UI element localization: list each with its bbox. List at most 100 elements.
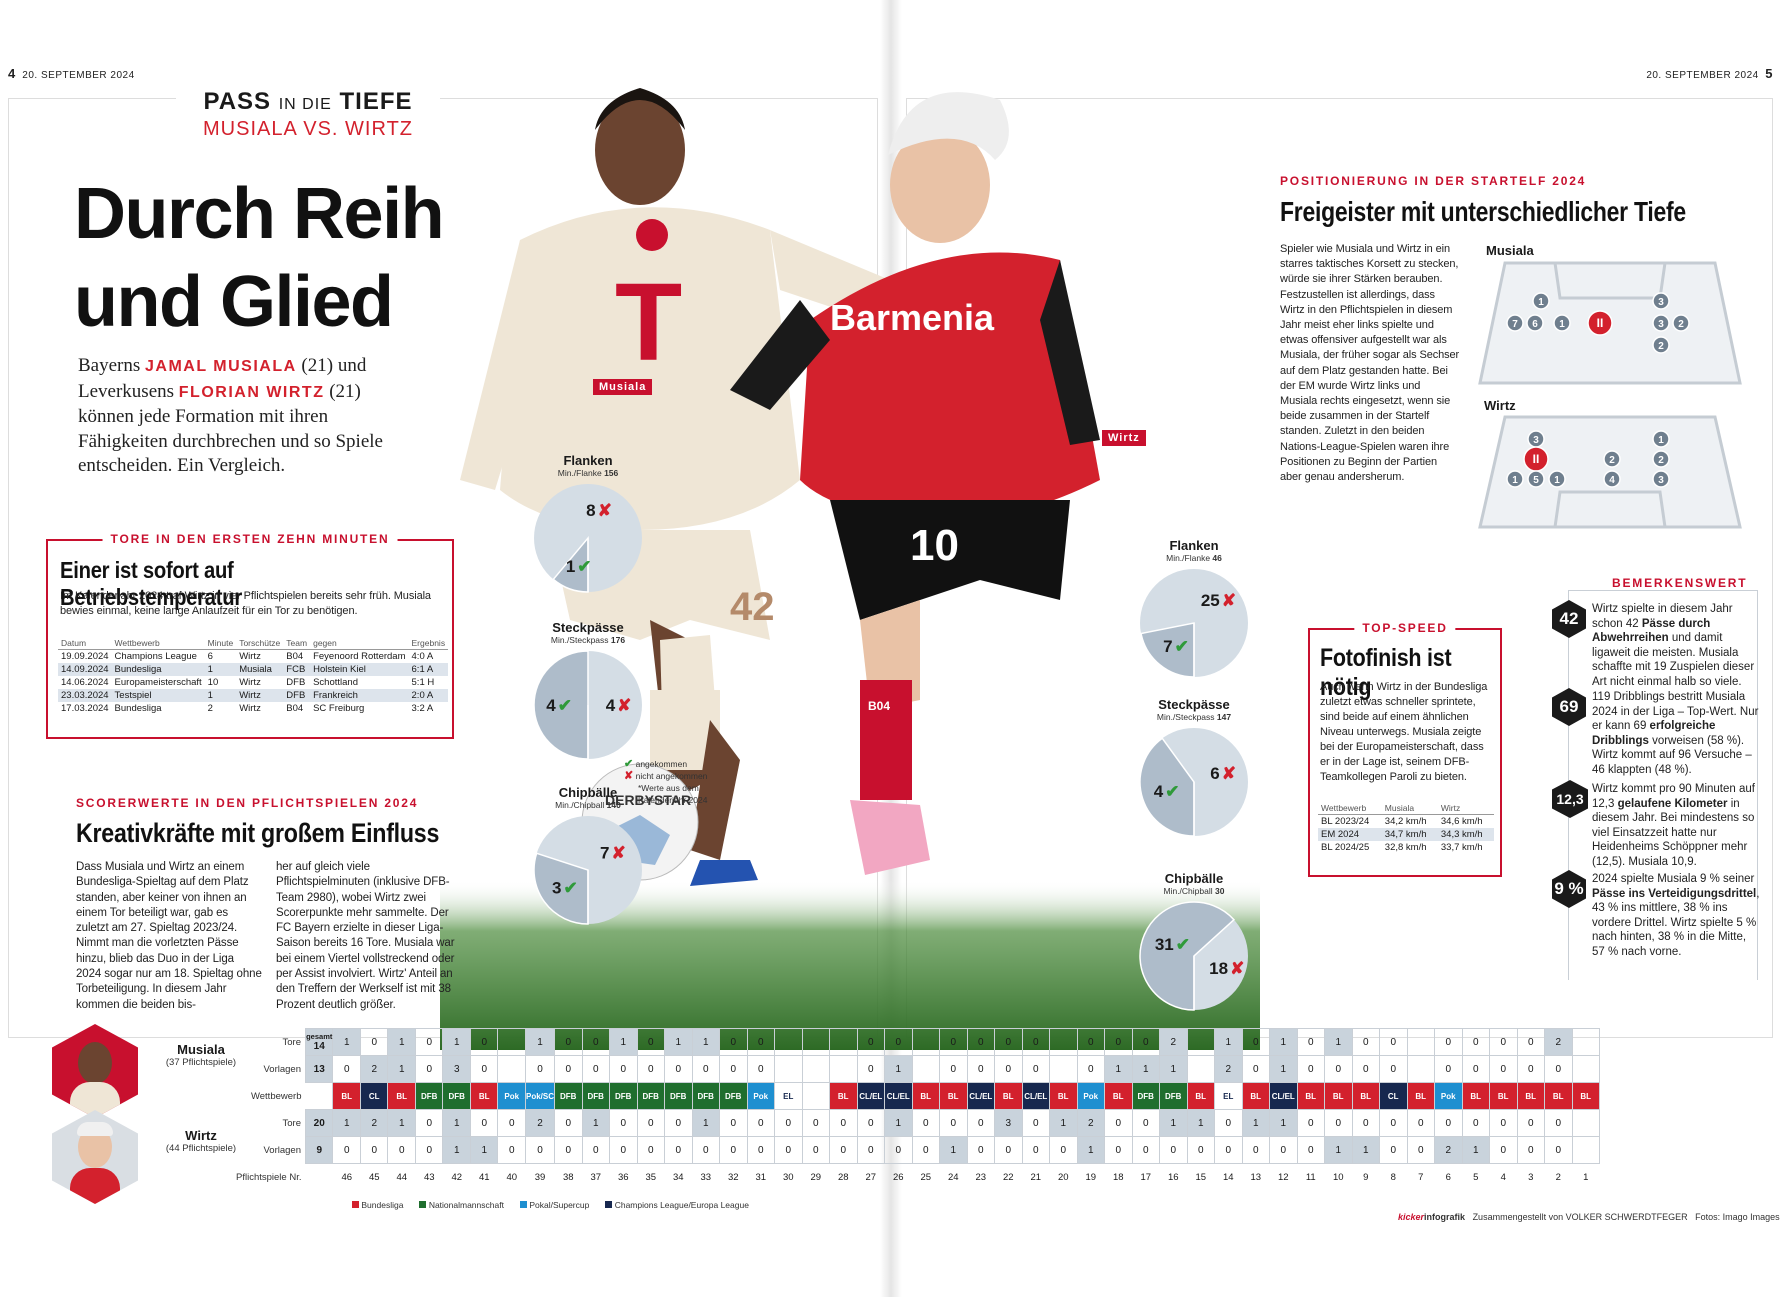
grid-cell: 0 [1324,1055,1353,1083]
grid-game-number: 9 [1363,1171,1369,1183]
grid-cell: 1 [884,1109,913,1137]
legend-dfb-label: Nationalmannschaft [428,1200,504,1210]
grid-cell: 1 [1324,1136,1353,1164]
grid-game-number: 5 [1473,1171,1479,1183]
grid-comp-cell: DFB [664,1082,693,1110]
grid-cell: 3 [442,1055,471,1083]
legend-note: *Werte aus dem Kalenderjahr 2024 [638,783,708,805]
wirtz-sock-logo: B04 [868,699,890,713]
table-cell: 14.06.2024 [61,677,109,688]
position-dot-label: 7 [1512,319,1518,330]
grid-cell: 0 [994,1028,1023,1056]
grid-cell: 0 [1241,1136,1270,1164]
grid-game-number: 10 [1332,1171,1344,1183]
goals-box: TORE IN DEN ERSTEN ZEHN MINUTEN Einer is… [46,532,454,739]
grid-game-number: 2 [1555,1171,1561,1183]
notable-text-post: vorweisen (58 %). Wirtz kommt auf 96 Ver… [1592,734,1752,776]
grid-total [305,1082,333,1110]
grid-comp-cell: CL/EL [856,1082,885,1110]
grid-comp-cell: BL [994,1082,1023,1110]
grid-cell: 0 [524,1055,556,1083]
pie-chart: Steckpässe Min./Steckpass 147 4 ✔ 6 ✘ [1124,697,1264,843]
position-dot-label: 1 [1554,475,1560,486]
pie-svg: 4 ✔ 4 ✘ [533,650,642,760]
pie-legend: ✔ angekommen ✘ nicht angekommen *Werte a… [624,758,718,806]
grid-comp-cell: DFB [414,1082,444,1110]
notable-text-pre: Wirtz kommt pro 90 Minuten auf 12,3 [1592,783,1755,810]
pie-subtitle-label: Min./Flanke [1166,553,1211,563]
pie-subtitle-label: Min./Chipball [555,800,605,810]
table-row: BL 2023/24 34,2 km/h 34,6 km/h [1318,815,1494,829]
table-cell: Testspiel [111,689,205,702]
grid-cell: 0 [1021,1055,1050,1083]
grid-cell: 0 [856,1136,885,1164]
notable-text-post: , 43 % ins mittlere, 38 % ins vordere Dr… [1592,887,1760,958]
grid-cell: 1 [524,1028,556,1056]
table-cell: BL 2024/25 [1321,842,1370,853]
grid-cell: 0 [829,1136,858,1164]
grid-cell: 0 [1406,1109,1435,1137]
grid-cell: 0 [609,1055,638,1083]
pie-svg: 7 ✔ 25 ✘ [1140,569,1248,678]
legend-bad: ✘ nicht angekommen [624,770,718,782]
grid-cell: 0 [1489,1136,1518,1164]
credits: kickerinfografik Zusammengestellt von VO… [1398,1212,1780,1222]
grid-cell: 0 [1021,1136,1050,1164]
grid-cell: 0 [746,1028,775,1056]
grid-cell: 0 [1131,1136,1160,1164]
grid-comp-cell: BL [1544,1082,1573,1110]
grid-cell: 0 [1461,1109,1490,1137]
grid-game-number: 17 [1140,1171,1152,1183]
notable-text: Wirtz kommt pro 90 Minuten auf 12,3 gela… [1592,782,1762,870]
grid-cell: 0 [581,1055,610,1083]
grid-game-number: 7 [1418,1171,1424,1183]
topspeed-box: TOP-SPEED Fotofinish ist nötig Auch wenn… [1308,621,1502,877]
table-cell: Feyenoord Rotterdam [313,651,406,662]
legend-pokal-label: Pokal/Supercup [529,1200,590,1210]
grid-cell: 0 [1379,1028,1408,1056]
grid-comp-cell: CL/EL [1021,1082,1050,1110]
position-dot-label: II [1597,316,1604,330]
grid-game-number: 20 [1057,1171,1069,1183]
grid-comp-cell: BL [1406,1082,1435,1110]
grid-cell: 2 [359,1109,389,1137]
grid-cell: 0 [1516,1136,1545,1164]
grid-cell: 0 [966,1055,995,1083]
grid-comp-cell: BL [1489,1082,1518,1110]
table-row: BL 2024/25 32,8 km/h 33,7 km/h [1318,841,1494,854]
table-cell: 1 [204,663,237,676]
grid-game-number: 40 [506,1171,518,1183]
position-label-wirtz: Wirtz [1484,398,1516,413]
grid-cell: 0 [581,1028,610,1056]
grid-comp-cell: BL [1516,1082,1545,1110]
pie-subtitle: Min./Chipball 140 [518,800,658,810]
position-dot [1506,470,1524,488]
grid-cell: 0 [636,1136,665,1164]
rubric-word-tiefe: TIEFE [339,88,413,115]
grid-cell: 0 [1104,1109,1133,1137]
grid-row-label: Tore [282,1036,301,1048]
pie-label-bad: 8 ✘ [586,501,612,520]
grid-cell [497,1028,526,1056]
legend-ok-label: angekommen [635,759,688,769]
table-row: 23.03.2024 Testspiel 1 Wirtz DFB Frankreich 2:… [58,689,449,702]
grid-game-number: 26 [892,1171,904,1183]
grid-cell: 1 [609,1028,638,1056]
grid-cell: 0 [387,1136,416,1164]
grid-cell [1049,1055,1078,1083]
goals-header-1: Wettbewerb [111,637,205,650]
date-right: 20. SEPTEMBER 2024 [1646,70,1759,81]
table-cell: SC Freiburg [313,703,365,714]
grid-legend: Bundesliga Nationalmannschaft Pokal/Supe… [352,1200,749,1210]
grid-game-number: 42 [451,1171,463,1183]
grid-cell: 0 [966,1136,995,1164]
grid-cell: 3 [994,1109,1023,1137]
soccer-ball: DERBYSTAR [581,763,699,881]
grid-comp-cell: DFB [636,1082,665,1110]
musiala-short-number: 42 [730,585,775,629]
grid-cell: 0 [1379,1055,1408,1083]
wirtz-short-number: 10 [910,521,959,570]
credits-brand-2: infografik [1424,1212,1466,1222]
photo-tag-musiala: Musiala [593,379,653,395]
scorer-text-col1: Dass Musiala und Wirtz an einem Bundesli… [76,861,262,1011]
